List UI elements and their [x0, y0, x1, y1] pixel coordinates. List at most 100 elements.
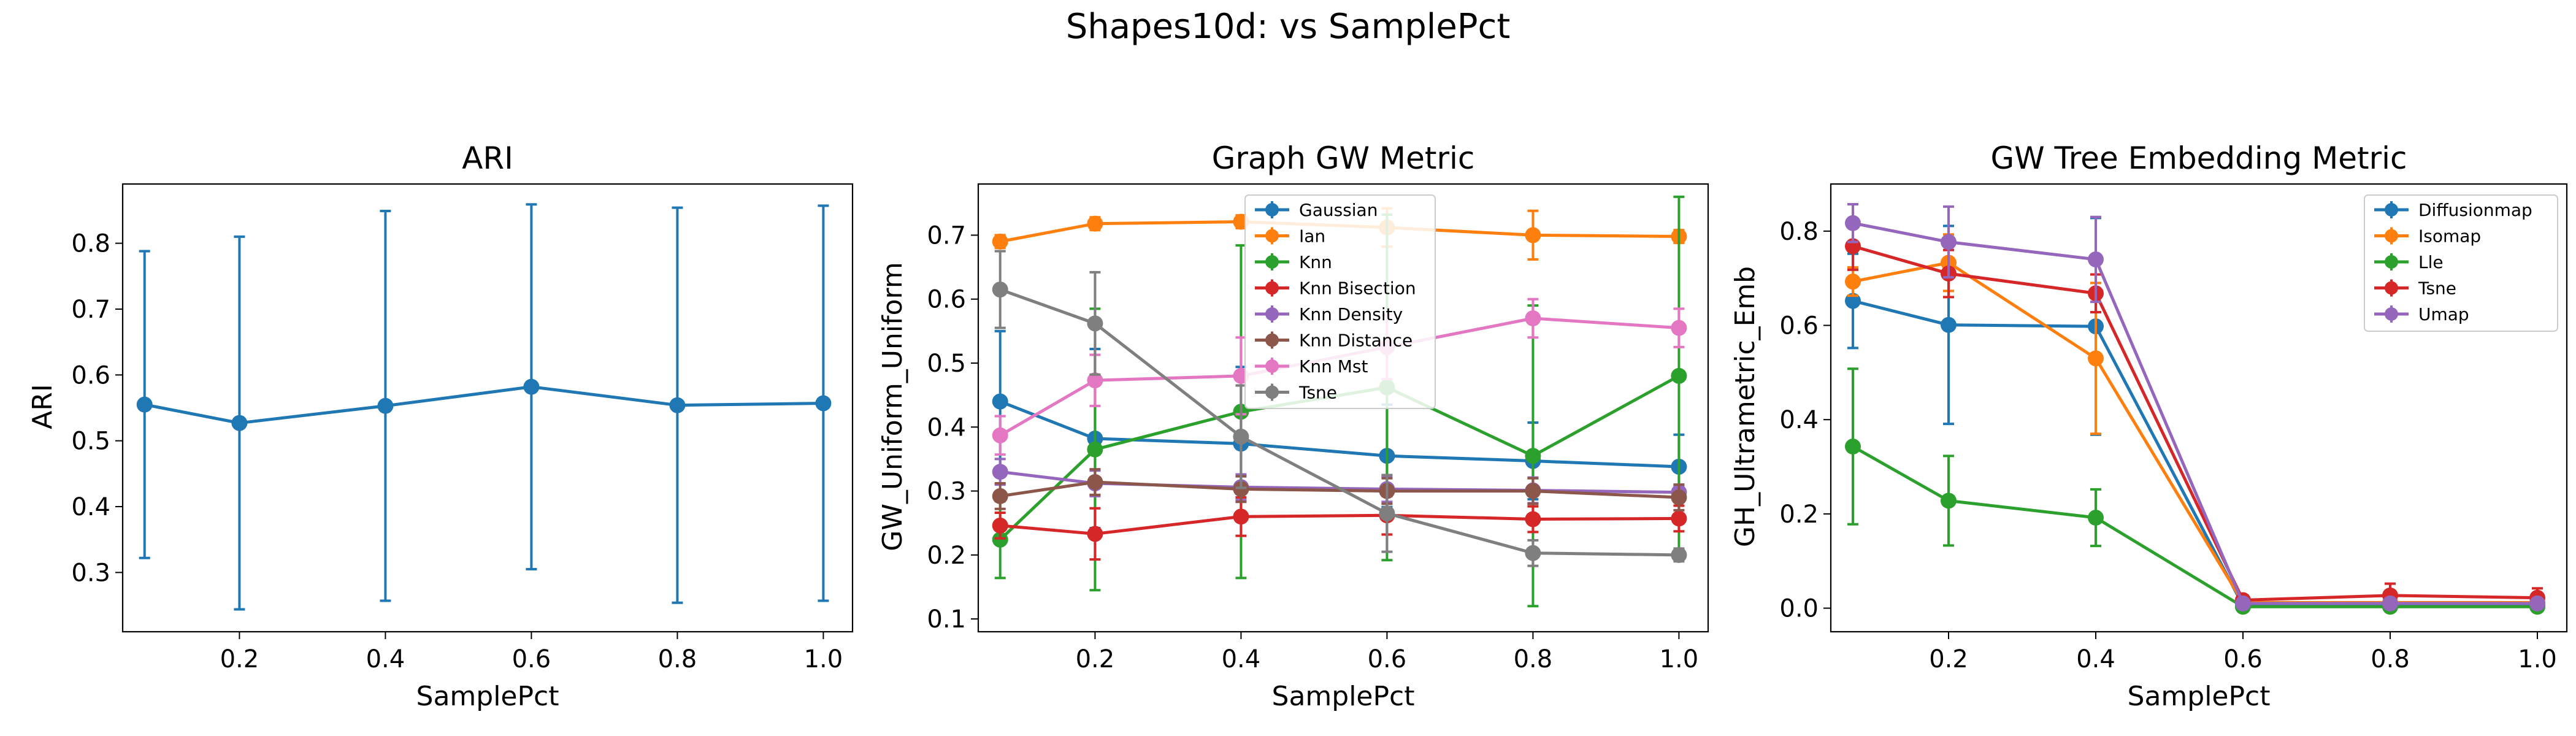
y-axis-label: GW_Uniform_Uniform [877, 262, 908, 551]
x-tick-label: 0.8 [1514, 645, 1553, 673]
legend-label: Knn Mst [1299, 356, 1368, 377]
legend-marker [1265, 333, 1279, 347]
x-tick-label: 0.4 [366, 645, 405, 673]
y-tick-label: 0.7 [71, 296, 110, 324]
legend-marker [1265, 255, 1279, 269]
legend-label: Umap [2418, 304, 2469, 324]
data-point [669, 397, 686, 413]
legend: Gaussian Ian Knn Knn Bisection Knn Density Kn… [1244, 194, 1436, 409]
y-tick-label: 0.5 [71, 427, 110, 456]
y-axis-label: ARI [27, 384, 58, 429]
y-tick-label: 0.8 [71, 230, 110, 258]
legend-marker [1265, 281, 1279, 295]
axes-frame [121, 183, 854, 633]
legend-item: Ian [1255, 226, 1325, 247]
y-tick-label: 0.2 [1779, 500, 1819, 529]
series-knn-distance [992, 468, 1687, 512]
y-axis-label: GH_Ultrametric_Emb [1730, 266, 1761, 547]
data-point [1525, 511, 1541, 527]
figure-title: Shapes10d: vs SamplePct [1066, 7, 1511, 47]
legend-item: Isomap [2374, 226, 2481, 247]
data-point [1525, 227, 1541, 243]
series-umap [1845, 203, 2545, 611]
legend-marker [2385, 255, 2398, 269]
legend: Diffusionmap Isomap Lle Tsne Umap [2364, 194, 2558, 332]
data-point [992, 464, 1008, 480]
data-point [992, 427, 1008, 443]
panel-title: GW Tree Embedding Metric [1990, 140, 2407, 176]
data-point [1941, 234, 1957, 250]
data-point [1525, 448, 1541, 464]
data-point [992, 282, 1008, 298]
series-0 [136, 203, 832, 611]
axes-frame [977, 183, 1709, 633]
data-point [523, 378, 540, 395]
data-point [1671, 489, 1687, 505]
data-point [1525, 483, 1541, 499]
x-tick-label: 0.8 [2371, 645, 2410, 673]
series-line [999, 400, 1679, 469]
legend-item: Tsne [1255, 383, 1337, 403]
legend-marker [2385, 229, 2398, 243]
y-tick-label: 0.6 [1779, 312, 1819, 340]
legend-marker [1265, 385, 1279, 399]
legend-label: Knn [1299, 252, 1332, 272]
legend-label: Knn Bisection [1299, 278, 1416, 299]
legend-marker [2385, 281, 2398, 295]
data-point [1379, 505, 1395, 522]
legend-label: Knn Density [1299, 304, 1403, 324]
data-point [2529, 595, 2545, 611]
data-point [1087, 315, 1103, 332]
series-line [1852, 221, 2537, 605]
data-point [1233, 508, 1249, 525]
x-tick-label: 1.0 [1660, 645, 1699, 673]
data-point [1087, 526, 1103, 542]
axes-frame [1830, 183, 2568, 633]
legend-box [2364, 194, 2558, 332]
legend-label: Tsne [2418, 278, 2456, 299]
data-point [2088, 510, 2104, 526]
data-point [992, 488, 1008, 504]
x-axis-label: SamplePct [1272, 681, 1415, 712]
data-point [136, 396, 153, 413]
data-point [1941, 316, 1957, 333]
panel-title: Graph GW Metric [1212, 140, 1475, 176]
data-point [1671, 367, 1687, 384]
panel-graph-gw-metric: Graph GW Metric SamplePct GW_Uniform_Uni… [877, 140, 1709, 712]
y-tick-label: 0.7 [927, 221, 966, 250]
y-tick-label: 0.1 [927, 605, 966, 634]
legend-marker [1265, 229, 1279, 243]
series-line [999, 288, 1679, 557]
x-axis-label: SamplePct [2128, 681, 2271, 712]
legend-label: Knn Distance [1299, 331, 1413, 351]
legend-marker [2385, 307, 2398, 321]
data-point [2382, 595, 2398, 611]
x-tick-label: 0.6 [512, 645, 551, 673]
panel-gw-tree-embedding-metric: GW Tree Embedding Metric SamplePct GH_Ul… [1730, 140, 2568, 712]
legend-marker [2385, 203, 2398, 217]
data-point [992, 233, 1008, 250]
panel-title: ARI [462, 140, 513, 176]
series-line [1000, 513, 1679, 535]
data-point [1525, 310, 1541, 326]
data-point [1845, 215, 1861, 231]
legend-item: Knn Distance [1255, 331, 1413, 351]
legend-item: Diffusionmap [2374, 200, 2532, 220]
legend-label: Ian [1299, 226, 1325, 247]
data-point [815, 395, 832, 412]
x-tick-label: 0.6 [2223, 645, 2263, 673]
y-tick-label: 0.3 [71, 559, 110, 587]
legend-item: Umap [2374, 304, 2469, 324]
x-tick-label: 0.2 [220, 645, 259, 673]
legend-marker [1265, 203, 1279, 217]
x-tick-label: 1.0 [804, 645, 843, 673]
legend-item: Knn Bisection [1255, 278, 1416, 299]
x-tick-label: 0.4 [1222, 645, 1261, 673]
legend-item: Gaussian [1255, 200, 1378, 220]
series-line [144, 385, 824, 425]
x-tick-label: 0.4 [2076, 645, 2115, 673]
x-tick-label: 0.2 [1929, 645, 1968, 673]
data-point [1087, 441, 1103, 458]
data-point [2088, 350, 2104, 367]
